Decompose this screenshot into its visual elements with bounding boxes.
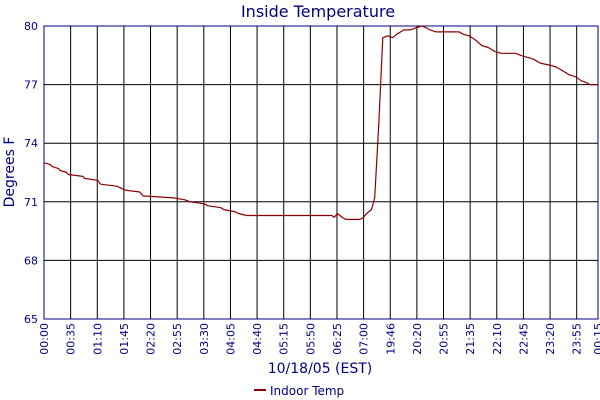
x-tick-label: 05:50 — [304, 323, 317, 355]
x-tick-label: 02:55 — [171, 323, 184, 355]
x-tick-label: 02:20 — [145, 323, 158, 355]
x-tick-label: 00:15 — [592, 323, 600, 355]
x-tick-label: 19:46 — [384, 323, 397, 355]
x-tick-label: 01:10 — [91, 323, 104, 355]
x-tick-label: 20:55 — [438, 323, 451, 355]
series-layer — [43, 25, 598, 220]
x-tick-label: 22:10 — [491, 323, 504, 355]
x-tick-label: 20:20 — [411, 323, 424, 355]
y-tick-label: 74 — [24, 137, 38, 150]
y-tick-label: 65 — [24, 313, 38, 326]
x-tick-label: 07:00 — [358, 323, 371, 355]
x-tick-label: 00:00 — [38, 323, 51, 355]
x-tick-label: 03:30 — [198, 323, 211, 355]
grid — [43, 25, 599, 320]
legend: Indoor Temp — [254, 384, 344, 398]
y-tick-label: 68 — [24, 254, 38, 267]
x-tick-label: 01:45 — [118, 323, 131, 355]
y-tick-label: 77 — [24, 79, 38, 92]
x-tick-label: 05:15 — [278, 323, 291, 355]
x-tick-label: 21:35 — [464, 323, 477, 355]
plot-border — [43, 25, 599, 320]
x-tick-label: 23:55 — [571, 323, 584, 355]
x-tick-label: 23:20 — [544, 323, 557, 355]
y-axis-label: Degrees F — [2, 137, 18, 208]
x-axis-label: 10/18/05 (EST) — [268, 361, 373, 377]
x-axis-ticks: 00:00 00:35 01:10 01:45 02:20 02:55 03:30 04:05… — [38, 323, 600, 355]
x-tick-label: 04:05 — [224, 323, 237, 355]
x-tick-label: 22:45 — [517, 323, 530, 355]
legend-label: Indoor Temp — [270, 384, 344, 398]
x-tick-label: 04:40 — [251, 323, 264, 355]
y-tick-label: 80 — [24, 20, 38, 33]
x-tick-label: 00:35 — [65, 323, 78, 355]
chart-title: Inside Temperature — [241, 2, 395, 21]
y-axis-ticks: 65 68 71 74 77 80 — [24, 20, 38, 326]
y-tick-label: 71 — [24, 196, 38, 209]
series-line-indoor-temp — [43, 25, 598, 220]
x-tick-label: 06:25 — [331, 323, 344, 355]
